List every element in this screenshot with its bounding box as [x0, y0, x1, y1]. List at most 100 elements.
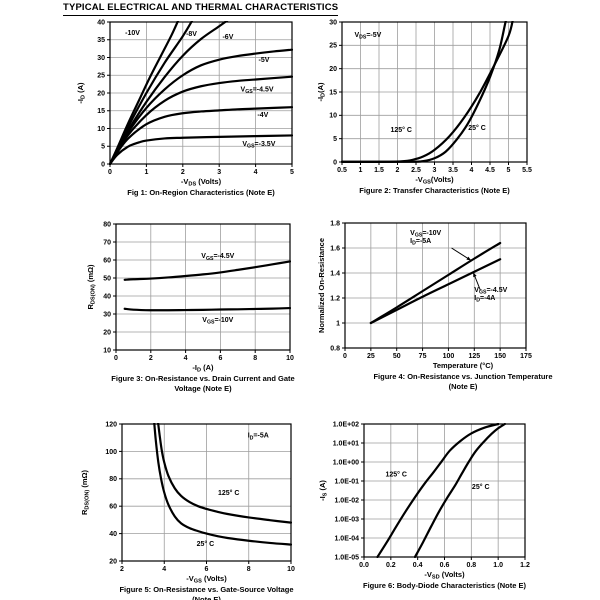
- svg-text:6: 6: [205, 566, 209, 573]
- plot-frame: [121, 423, 292, 562]
- svg-text:2.5: 2.5: [411, 167, 421, 174]
- curve-label: ID=-5A: [248, 433, 269, 442]
- svg-text:60: 60: [103, 257, 111, 264]
- series-25c: [341, 21, 507, 163]
- svg-text:1.2: 1.2: [330, 295, 340, 302]
- svg-text:20: 20: [109, 558, 117, 565]
- svg-text:1: 1: [336, 320, 340, 327]
- svg-text:2: 2: [396, 167, 400, 174]
- x-axis-label: -VSD (Volts): [424, 570, 465, 581]
- svg-text:2: 2: [181, 169, 185, 176]
- svg-text:10: 10: [103, 347, 111, 354]
- svg-text:150: 150: [494, 353, 506, 360]
- curve-label: ID=-4A: [474, 295, 495, 304]
- curve-label: 125° C: [385, 471, 406, 479]
- svg-text:8: 8: [253, 355, 257, 362]
- svg-text:5: 5: [101, 144, 105, 151]
- data-series: [341, 21, 514, 163]
- tick-labels: 0 2 4 6 8 10 10 20 30 40 50 60 70 80: [103, 221, 294, 362]
- svg-text:8: 8: [247, 566, 251, 573]
- figure-3-on-resistance-vs-drain-current-chart: 0 2 4 6 8 10 10 20 30 40 50 60 70 80 -ID (A) RDS(ON) (m…: [86, 221, 295, 393]
- series-25c: [413, 423, 506, 558]
- svg-text:10: 10: [287, 566, 295, 573]
- curve-label: VGS=-10V: [410, 230, 441, 239]
- svg-text:1.0E+02: 1.0E+02: [333, 421, 359, 428]
- svg-text:4: 4: [162, 566, 166, 573]
- series-vgs-4.5vid-4a: [369, 258, 502, 325]
- svg-text:1: 1: [359, 167, 363, 174]
- figure-1-on-region-characteristics-chart: 0 1 2 3 4 5 0 5 10 15 20 25 30 35 40 -VDS (Volts) -ID (A…: [76, 19, 294, 197]
- curve-label: -6V: [222, 34, 233, 41]
- figure-6-body-diode-characteristics-chart: 0.0 0.2 0.4 0.6 0.8 1.0 1.2 1.0E+02 1.0E+01 1.0E+…: [318, 421, 530, 590]
- y-axis-label: RDS(ON) (mΩ): [80, 469, 91, 515]
- svg-text:80: 80: [109, 476, 117, 483]
- figure-5-on-resistance-vs-gate-source-voltage-chart: 2 4 6 8 10 20 40 60 80 100 120 -VGS (Volts) RDS(ON) …: [80, 421, 295, 600]
- svg-text:4.5: 4.5: [485, 167, 495, 174]
- svg-text:40: 40: [109, 531, 117, 538]
- svg-text:1.0E-04: 1.0E-04: [334, 535, 359, 542]
- series-vgs-3.5v: [109, 134, 293, 165]
- y-axis-label: -ID(A): [318, 82, 327, 102]
- svg-text:100: 100: [443, 353, 455, 360]
- svg-text:0.6: 0.6: [440, 562, 450, 569]
- svg-text:1.8: 1.8: [330, 220, 340, 227]
- svg-text:35: 35: [97, 37, 105, 44]
- tick-labels: 0 1 2 3 4 5 0 5 10 15 20 25 30 35 40: [97, 19, 294, 176]
- annotation-arrow: [451, 247, 472, 261]
- svg-text:15: 15: [97, 108, 105, 115]
- svg-text:5: 5: [333, 136, 337, 143]
- svg-text:0.4: 0.4: [413, 562, 423, 569]
- svg-text:20: 20: [97, 90, 105, 97]
- svg-text:80: 80: [103, 221, 111, 228]
- svg-text:1.0E-01: 1.0E-01: [334, 478, 359, 485]
- y-axis-label: Normalized On-Resistance: [318, 238, 326, 333]
- curve-label: 125° C: [218, 489, 239, 497]
- gridlines: [345, 223, 526, 348]
- figure-caption: Figure 5: On-Resistance vs. Gate-Source …: [119, 585, 293, 594]
- svg-text:0.8: 0.8: [330, 345, 340, 352]
- curve-label: 25° C: [472, 483, 490, 491]
- svg-text:1.0E+01: 1.0E+01: [333, 440, 359, 447]
- curve-label: VGS=-3.5V: [242, 141, 275, 150]
- svg-text:5: 5: [507, 167, 511, 174]
- svg-text:1.6: 1.6: [330, 245, 340, 252]
- svg-text:0: 0: [101, 161, 105, 168]
- svg-text:10: 10: [329, 113, 337, 120]
- x-axis-label: -VGS(Volts): [415, 175, 454, 186]
- svg-text:30: 30: [329, 19, 337, 26]
- figure-caption: Figure 4: On-Resistance vs. Junction Tem…: [373, 372, 552, 381]
- svg-text:0: 0: [343, 353, 347, 360]
- data-series: [376, 423, 506, 558]
- figure-caption: Fig 1: On-Region Characteristics (Note E…: [127, 188, 275, 197]
- svg-text:30: 30: [103, 311, 111, 318]
- figure-caption: (Note E): [192, 595, 221, 600]
- curve-label: 25° C: [468, 124, 486, 132]
- x-axis-label: -VGS (Volts): [186, 574, 227, 585]
- curve-label: VGS=-10V: [202, 317, 233, 326]
- figure-caption: Figure 6: Body-Diode Characteristics (No…: [363, 581, 526, 590]
- x-axis-label: -ID (A): [192, 363, 214, 374]
- curve-label: ID=-5A: [410, 238, 431, 247]
- svg-text:70: 70: [103, 239, 111, 246]
- svg-text:120: 120: [105, 421, 117, 428]
- svg-text:20: 20: [329, 66, 337, 73]
- curve-label: 25° C: [197, 540, 215, 548]
- svg-text:0: 0: [333, 159, 337, 166]
- svg-text:1.0E+00: 1.0E+00: [333, 459, 359, 466]
- gridlines: [116, 224, 290, 350]
- svg-text:15: 15: [329, 89, 337, 96]
- svg-text:75: 75: [419, 353, 427, 360]
- figure-caption: Figure 3: On-Resistance vs. Drain Curren…: [111, 374, 294, 383]
- figure-2-transfer-characteristics-chart: 0.5 1 1.5 2 2.5 3 3.5 4 4.5 5 5.5 0 5 10 15 20 25 30 -VGS(…: [318, 19, 532, 195]
- figure-caption: (Note E): [449, 382, 478, 391]
- svg-text:0.0: 0.0: [359, 562, 369, 569]
- x-axis-label: Temperature (°C): [433, 361, 494, 370]
- data-series: [123, 260, 291, 312]
- svg-text:0: 0: [114, 355, 118, 362]
- curve-label: VGS=-4.5V: [474, 287, 507, 296]
- svg-text:0.2: 0.2: [386, 562, 396, 569]
- series-125c: [376, 423, 500, 558]
- svg-text:40: 40: [103, 293, 111, 300]
- gridlines: [364, 424, 525, 557]
- svg-text:3: 3: [433, 167, 437, 174]
